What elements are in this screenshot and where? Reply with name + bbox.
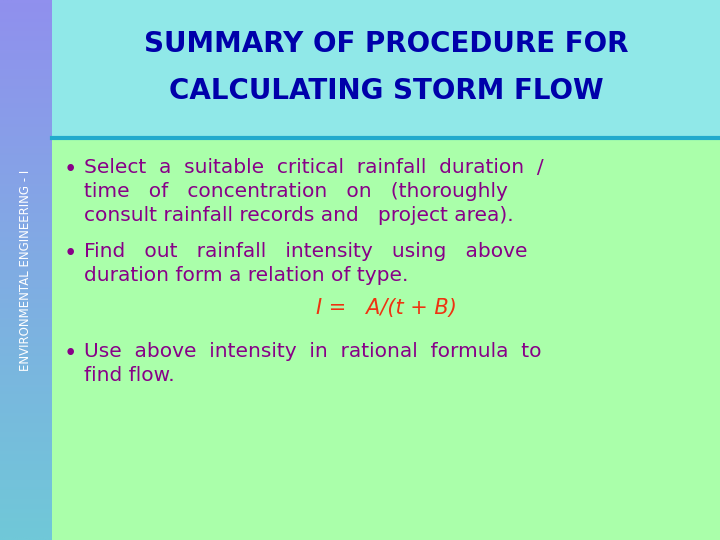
Text: Use  above  intensity  in  rational  formula  to: Use above intensity in rational formula …: [84, 342, 541, 361]
Text: Select  a  suitable  critical  rainfall  duration  /: Select a suitable critical rainfall dura…: [84, 158, 544, 177]
Text: CALCULATING STORM FLOW: CALCULATING STORM FLOW: [168, 77, 603, 105]
Text: •: •: [64, 342, 77, 365]
Text: SUMMARY OF PROCEDURE FOR: SUMMARY OF PROCEDURE FOR: [144, 30, 629, 58]
Text: duration form a relation of type.: duration form a relation of type.: [84, 266, 408, 285]
Text: •: •: [64, 242, 77, 265]
Text: find flow.: find flow.: [84, 366, 175, 385]
Text: time   of   concentration   on   (thoroughly: time of concentration on (thoroughly: [84, 182, 508, 201]
Text: •: •: [64, 158, 77, 181]
Text: I =   A/(t + B): I = A/(t + B): [315, 298, 456, 318]
Text: ENVIRONMENTAL ENGINEERING - I: ENVIRONMENTAL ENGINEERING - I: [19, 170, 32, 370]
Text: Find   out   rainfall   intensity   using   above: Find out rainfall intensity using above: [84, 242, 528, 261]
Text: consult rainfall records and   project area).: consult rainfall records and project are…: [84, 206, 513, 225]
Bar: [52, 0, 720, 138]
